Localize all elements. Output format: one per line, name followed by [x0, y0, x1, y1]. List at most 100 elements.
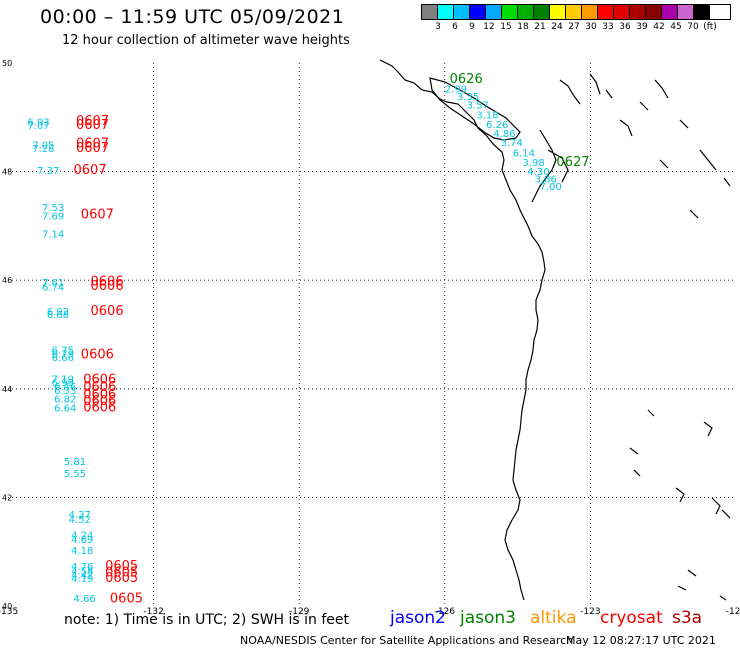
lon-tick-label: -135	[0, 607, 18, 617]
color-legend-swatch	[454, 5, 470, 19]
pass-time-label: 0605	[105, 566, 138, 581]
coastline-inland-islands	[559, 73, 731, 219]
units-note: note: 1) Time is in UTC; 2) SWH is in fe…	[64, 612, 350, 628]
pass-time-label: 0606	[81, 347, 114, 362]
swh-value: 3.74	[501, 138, 523, 149]
swh-value: 6.82	[54, 394, 76, 405]
color-legend-swatch	[502, 5, 518, 19]
page-subtitle: 12 hour collection of altimeter wave hei…	[62, 33, 350, 48]
lat-tick-label: 42	[2, 493, 12, 502]
satellite-legend-item: altika	[530, 608, 577, 628]
swh-value: 6.33	[54, 386, 76, 397]
color-legend-swatch	[422, 5, 438, 19]
swh-value: 4.47	[71, 570, 93, 581]
color-legend-swatch	[534, 5, 550, 19]
swh-value: 6.26	[486, 120, 508, 131]
swh-value: 3.86	[535, 174, 557, 185]
color-legend-swatch	[614, 5, 630, 19]
color-legend-label: 9	[469, 22, 475, 32]
color-legend-swatch	[630, 5, 646, 19]
color-legend-label: 36	[619, 22, 631, 32]
swh-value: 6.99	[52, 378, 74, 389]
lat-tick-label: 40	[2, 602, 12, 611]
swh-value: 6.46	[54, 382, 76, 393]
color-legend-swatches	[421, 4, 731, 20]
swh-value: 3.57	[467, 101, 489, 112]
pass-time-label: 0607	[76, 141, 109, 156]
color-legend-swatch	[582, 5, 598, 19]
coastline-lakes	[629, 409, 731, 601]
swh-value: 4.24	[71, 531, 93, 542]
pass-time-label: 0606	[83, 372, 116, 387]
pass-time-label: 0605	[110, 592, 143, 607]
coastline-mainland	[379, 59, 546, 601]
swh-value: 4.37	[69, 510, 91, 521]
pass-time-label: 0605	[105, 559, 138, 574]
swh-value: 7.14	[42, 229, 64, 240]
swh-value: 4.76	[71, 562, 93, 573]
pass-time-label: 0606	[83, 394, 116, 409]
color-legend-swatch	[646, 5, 662, 19]
swh-value: 7.05	[32, 140, 54, 151]
swh-value: 7.00	[539, 182, 561, 193]
swh-value: 5.55	[64, 469, 86, 480]
timestamp: May 12 08:27:17 UTC 2021	[566, 634, 716, 647]
pass-time-label: 0607	[76, 137, 109, 152]
swh-value: 7.37	[37, 166, 59, 177]
color-legend-label: 27	[568, 22, 580, 32]
color-legend-labels: 3 6 9 12 15 18 21 24 27 30 33 36 39 42 45 70 (ft)	[421, 20, 731, 32]
color-legend-label: 42	[653, 22, 665, 32]
pass-time-label: 0606	[83, 401, 116, 416]
pass-time-label: 0606	[83, 388, 116, 403]
satellite-legend-item: jason2	[390, 608, 446, 628]
color-legend-label: 45	[670, 22, 682, 32]
color-legend-label: 6	[452, 22, 458, 32]
lat-tick-label: 50	[2, 59, 12, 68]
color-legend-label: 18	[517, 22, 529, 32]
swh-value: 4.18	[71, 546, 93, 557]
swh-value: 4.86	[493, 129, 515, 140]
swh-value: 4.66	[74, 594, 96, 605]
pass-time-label: 0626	[450, 72, 483, 87]
coastline	[379, 59, 731, 601]
color-legend-label: 21	[534, 22, 546, 32]
swh-value: 6.68	[47, 310, 69, 321]
map-grid	[8, 63, 736, 606]
swh-value: 6.64	[54, 404, 76, 415]
satellite-legend-item: s3a	[672, 608, 703, 628]
swh-value: 3.98	[522, 158, 544, 169]
color-legend-swatch	[598, 5, 614, 19]
swh-value: 4.58	[71, 567, 93, 578]
color-legend: 3 6 9 12 15 18 21 24 27 30 33 36 39 42 45 70 (ft)	[421, 4, 731, 32]
pass-time-label: 0606	[91, 275, 124, 290]
swh-value: 6.75	[52, 346, 74, 357]
color-legend-label: 33	[602, 22, 614, 32]
pass-times: 0607060706070607060706070606060606060606…	[74, 72, 590, 607]
lat-tick-label: 48	[2, 168, 12, 177]
axis-labels: 50 48 46 44 42 40-135 -132 -129 -126 -123 -120	[0, 59, 740, 617]
pass-time-label: 0627	[556, 155, 589, 170]
color-legend-swatch	[550, 5, 566, 19]
swh-value: 6.93	[27, 117, 49, 128]
swh-value: 2.99	[445, 84, 467, 95]
color-legend-label: 30	[585, 22, 597, 32]
lon-tick-label: -132	[143, 607, 163, 617]
swh-value: 6.74	[42, 283, 64, 294]
color-legend-swatch	[486, 5, 502, 19]
swh-value: 6.92	[47, 307, 69, 318]
color-legend-swatch	[678, 5, 694, 19]
swh-value: 6.79	[52, 349, 74, 360]
pass-time-label: 0606	[83, 380, 116, 395]
color-legend-label: 15	[500, 22, 512, 32]
satellite-legend-item: jason3	[460, 608, 516, 628]
pass-time-label: 0607	[81, 207, 114, 222]
color-legend-swatch	[438, 5, 454, 19]
color-legend-label: 70	[687, 22, 699, 32]
credit-line: NOAA/NESDIS Center for Satellite Applica…	[240, 634, 574, 647]
coastline-vancouver-island	[429, 77, 521, 141]
satellite-legend-item: cryosat	[600, 608, 663, 628]
swh-value: 4.30	[527, 167, 549, 178]
color-legend-label: 24	[551, 22, 563, 32]
swh-value: 5.81	[64, 457, 86, 468]
coastline-puget-sound	[531, 129, 569, 203]
